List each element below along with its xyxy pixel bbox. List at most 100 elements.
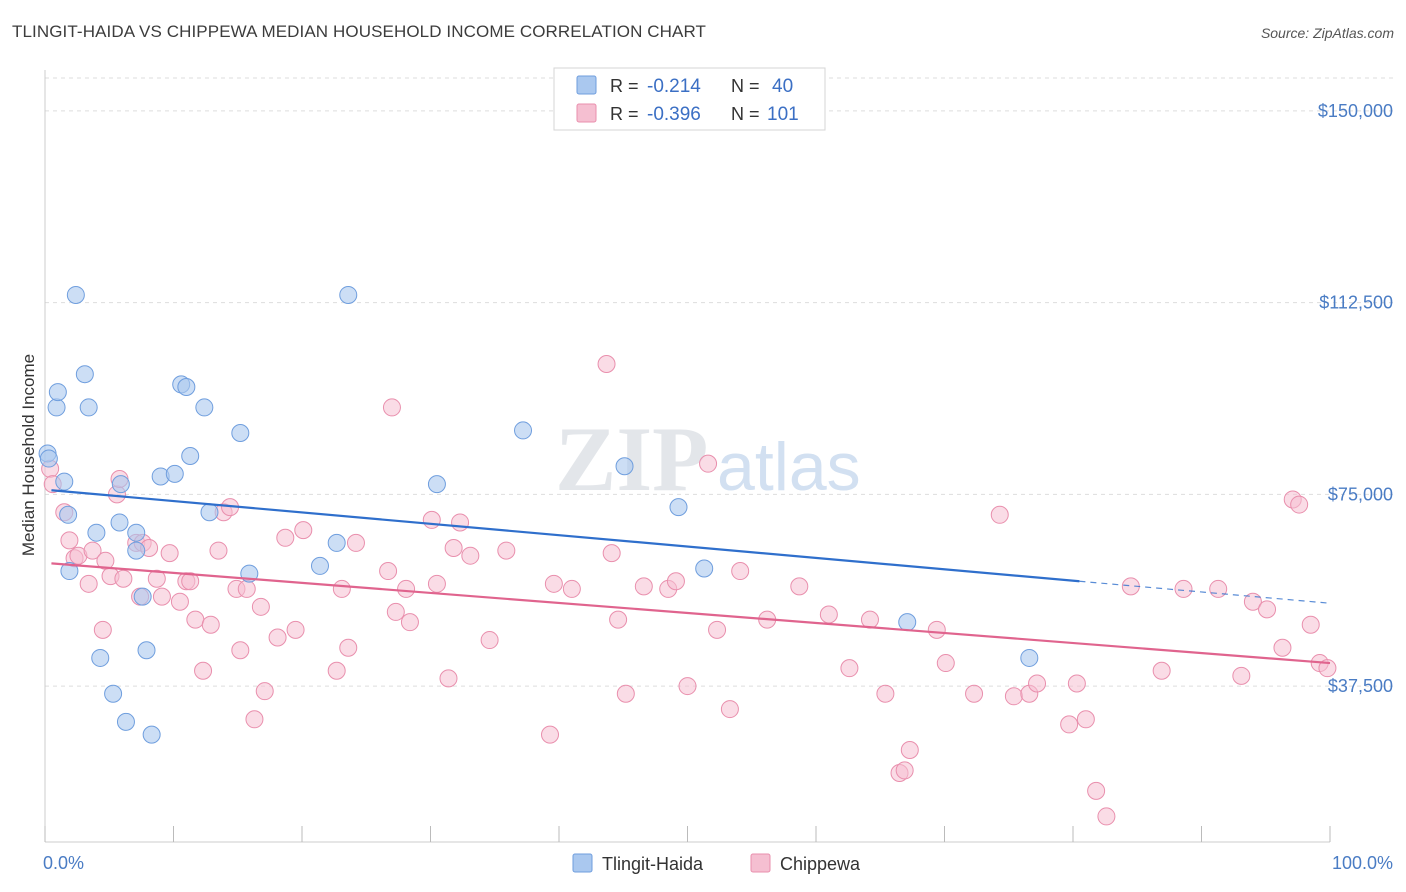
chippewa-point-89 [1067, 674, 1086, 693]
zipatlas-watermark: ZIP atlas [555, 408, 861, 510]
tlingit-haida-point-5 [59, 505, 78, 524]
series-legend: Tlingit-Haida Chippewa [572, 853, 861, 874]
chippewa-point-32 [237, 579, 256, 598]
watermark-zip: ZIP [555, 408, 708, 510]
chippewa-point-88 [1060, 715, 1079, 734]
chippewa-point-38 [286, 620, 305, 639]
chippewa-point-34 [251, 597, 270, 616]
tlingit-haida-point-30 [310, 556, 329, 575]
legend-swatch-blue [576, 75, 597, 95]
legend-r-value-2: -0.396 [647, 104, 701, 125]
legend-n-value-1: 40 [772, 76, 793, 97]
chippewa-point-92 [1097, 807, 1116, 826]
chippewa-point-23 [181, 572, 200, 591]
chippewa-point-26 [201, 615, 220, 634]
chippewa-point-97 [1232, 666, 1251, 685]
chippewa-point-53 [451, 513, 470, 532]
legend-r-label-2: R = [610, 104, 639, 124]
chippewa-point-52 [444, 539, 463, 558]
chippewa-point-96 [1209, 579, 1228, 598]
chippewa-point-37 [276, 528, 295, 547]
tlingit-haida-point-11 [91, 648, 110, 667]
legend-n-label-2: N = [731, 104, 760, 124]
chippewa-point-21 [170, 592, 189, 611]
chippewa-point-43 [346, 533, 365, 552]
tlingit-haida-point-3 [48, 383, 67, 402]
chippewa-point-67 [678, 677, 697, 696]
chippewa-point-41 [332, 579, 351, 598]
chippewa-point-80 [900, 740, 919, 759]
tlingit-haida-point-20 [142, 725, 161, 744]
tlingit-haida-point-17 [127, 541, 146, 560]
tlingit-haida-point-33 [427, 475, 446, 494]
tlingit-haida-point-16 [127, 523, 146, 542]
y-tick-label-3: $37,500 [1328, 676, 1393, 696]
legend-n-value-2: 101 [767, 104, 799, 125]
chippewa-point-50 [427, 574, 446, 593]
chippewa-point-54 [461, 546, 480, 565]
tlingit-haida-point-28 [231, 423, 250, 442]
chippewa-point-94 [1152, 661, 1171, 680]
chart-title: TLINGIT-HAIDA VS CHIPPEWA MEDIAN HOUSEHO… [12, 22, 707, 41]
chippewa-point-71 [731, 562, 750, 581]
tlingit-haida-point-1 [39, 449, 58, 468]
chippewa-point-55 [480, 631, 499, 650]
chippewa-point-77 [876, 684, 895, 703]
chippewa-point-13 [114, 569, 133, 588]
chippewa-point-57 [541, 725, 560, 744]
legend-r-value-1: -0.214 [647, 76, 701, 97]
chippewa-point-99 [1258, 600, 1277, 619]
tlingit-haida-point-12 [104, 684, 123, 703]
chippewa-point-87 [1028, 674, 1047, 693]
chippewa-point-51 [439, 669, 458, 688]
chippewa-point-36 [268, 628, 287, 647]
tlingit-haida-point-14 [111, 475, 130, 494]
chippewa-point-62 [609, 610, 628, 629]
chippewa-point-69 [708, 620, 727, 639]
chippewa-point-7 [83, 541, 102, 560]
tlingit-haida-point-32 [339, 285, 358, 304]
tlingit-haida-point-9 [79, 398, 98, 417]
watermark-atlas: atlas [717, 429, 861, 505]
chippewa-point-48 [400, 613, 419, 632]
tlingit-haida-point-18 [133, 587, 152, 606]
tlingit-haida-point-27 [200, 503, 219, 522]
chippewa-points [41, 354, 1337, 826]
x-tick-label-right: 100.0% [1332, 853, 1393, 873]
legend-bottom-label-chippewa: Chippewa [780, 854, 861, 874]
y-tick-label-0: $150,000 [1318, 101, 1393, 121]
chippewa-point-82 [936, 654, 955, 673]
chippewa-point-20 [160, 544, 179, 563]
chippewa-point-61 [602, 544, 621, 563]
tlingit-haida-point-2 [47, 398, 66, 417]
chippewa-point-84 [990, 505, 1009, 524]
chippewa-point-73 [790, 577, 809, 596]
chippewa-point-46 [386, 602, 405, 621]
chippewa-point-83 [965, 684, 984, 703]
tlingit-haida-points [38, 285, 1039, 744]
tlingit-haida-point-26 [195, 398, 214, 417]
chippewa-point-6 [79, 574, 98, 593]
chippewa-point-60 [597, 354, 616, 373]
chippewa-point-64 [634, 577, 653, 596]
chippewa-point-90 [1076, 710, 1095, 729]
chippewa-point-27 [209, 541, 228, 560]
chippewa-point-63 [616, 684, 635, 703]
tlingit-haida-point-36 [669, 498, 688, 517]
chippewa-point-40 [327, 661, 346, 680]
chippewa-point-58 [544, 574, 563, 593]
tlingit-haida-trend-line [51, 489, 1080, 583]
chippewa-point-56 [497, 541, 516, 560]
legend-bottom-swatch-blue [572, 853, 593, 873]
chippewa-point-24 [186, 610, 205, 629]
chippewa-point-76 [860, 610, 879, 629]
y-tick-label-1: $112,500 [1319, 293, 1393, 313]
y-tick-label-2: $75,000 [1328, 484, 1393, 504]
tlingit-haida-point-15 [116, 712, 135, 731]
tlingit-haida-trend-extension [1079, 580, 1331, 604]
y-tick-labels: $150,000 $112,500 $75,000 $37,500 [1318, 101, 1393, 696]
chippewa-point-19 [152, 587, 171, 606]
chippewa-point-18 [147, 569, 166, 588]
chippewa-point-105 [1318, 659, 1337, 678]
